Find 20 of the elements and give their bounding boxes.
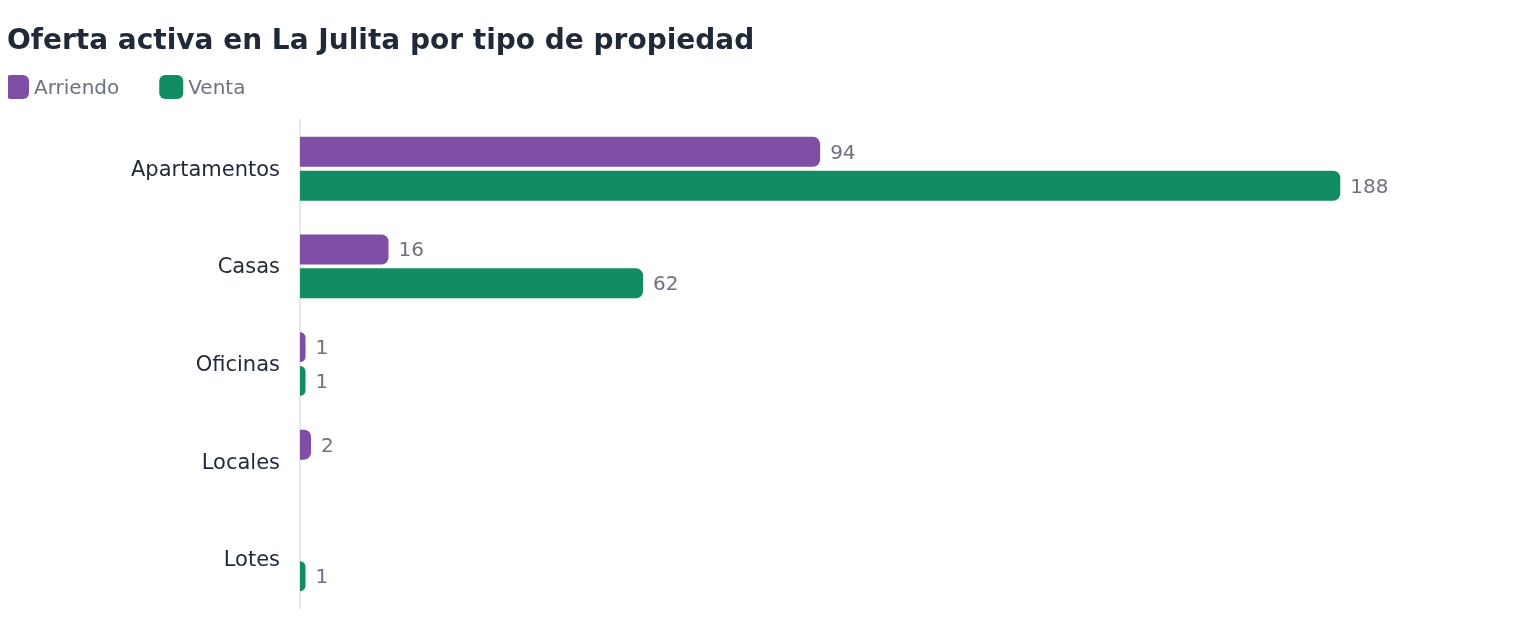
y-tick-label: Apartamentos <box>130 156 280 181</box>
bar <box>300 170 1341 201</box>
data-label: 94 <box>830 139 856 164</box>
legend-label: Arriendo <box>34 75 120 99</box>
legend-label: Venta <box>188 75 246 99</box>
y-tick-label: Locales <box>201 449 280 474</box>
data-label: 188 <box>1350 173 1389 198</box>
data-label: 2 <box>321 432 334 457</box>
y-tick-label: Lotes <box>223 547 280 572</box>
bar <box>300 234 389 265</box>
data-label: 62 <box>653 271 679 296</box>
y-tick-label: Casas <box>217 254 280 279</box>
data-label: 1 <box>315 564 329 589</box>
y-tick-label: Oficinas <box>195 352 280 376</box>
data-label: 1 <box>315 368 329 393</box>
bar <box>300 268 644 299</box>
chart-title: Oferta activa en La Julita por tipo de propiedad <box>7 22 755 56</box>
bar <box>300 136 821 167</box>
data-label: 1 <box>315 335 329 360</box>
data-label: 16 <box>398 237 424 262</box>
